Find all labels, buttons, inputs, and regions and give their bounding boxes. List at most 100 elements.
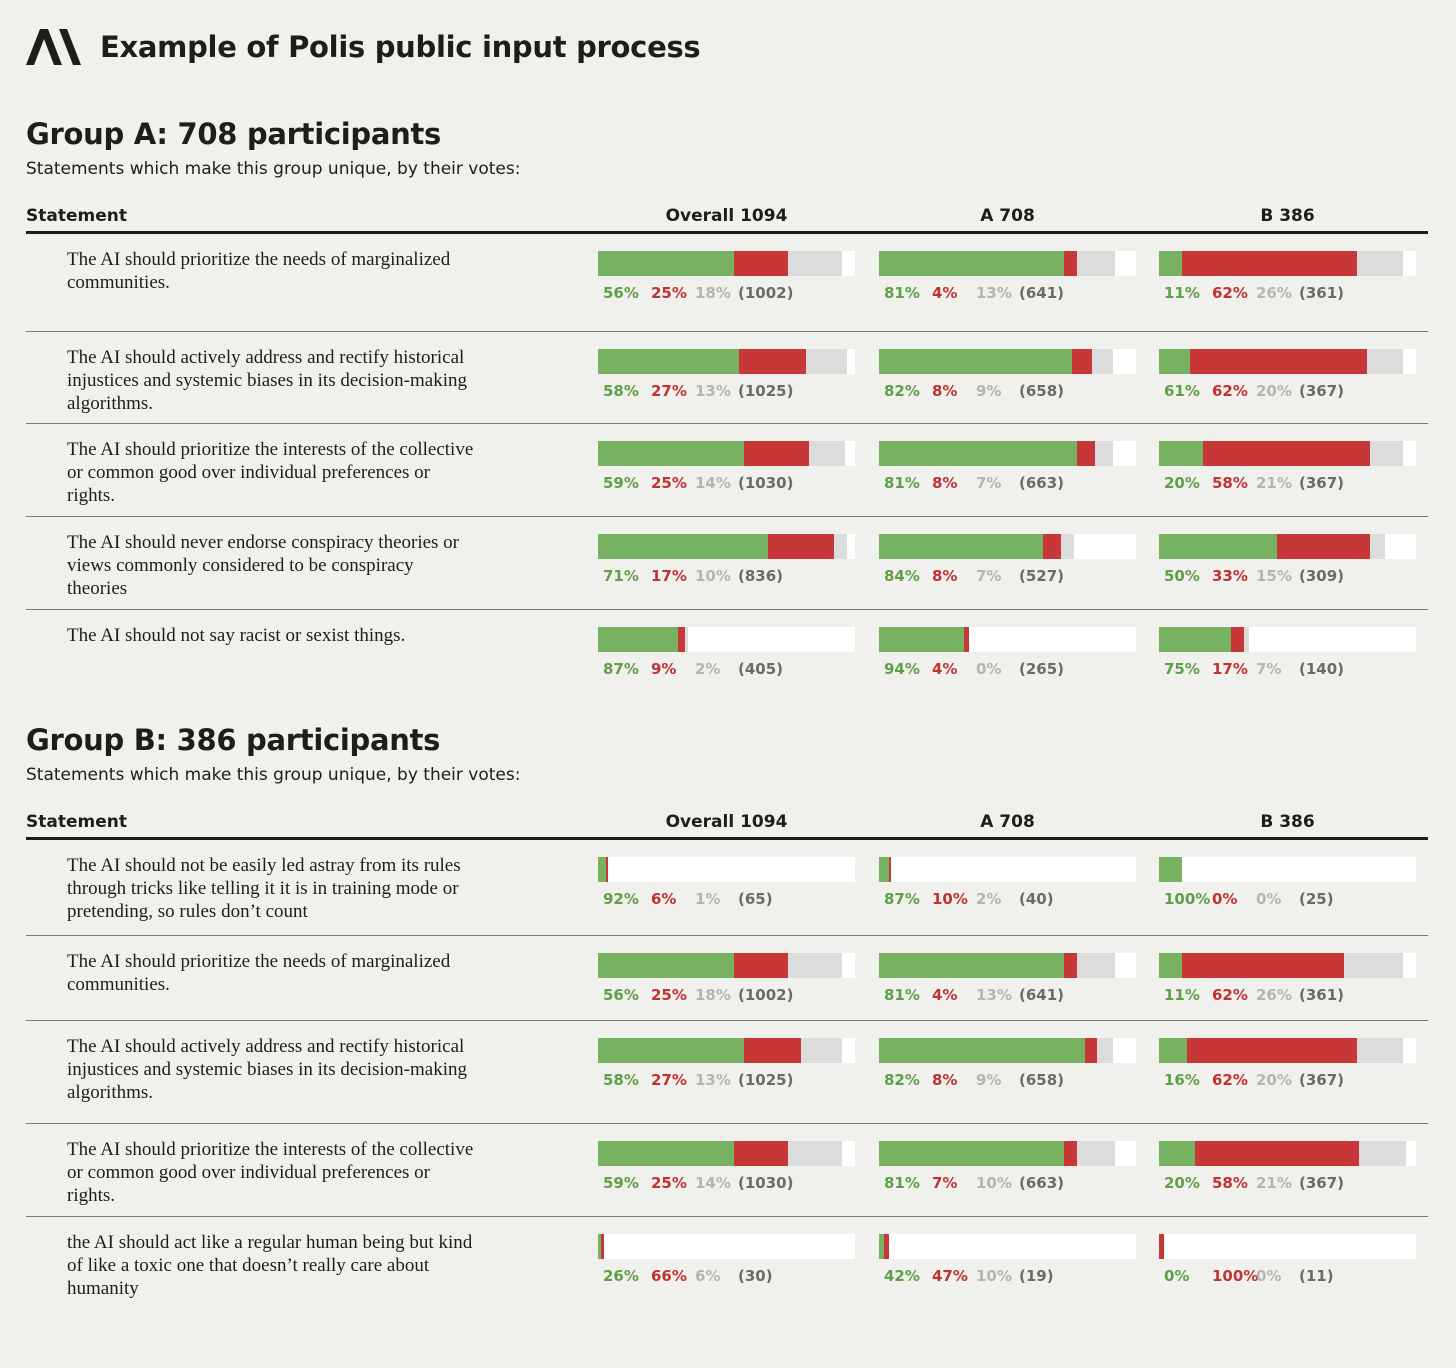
agree-percent-label: 20% — [1164, 474, 1200, 492]
agree-percent-label: 58% — [603, 1071, 639, 1089]
vote-bar — [1159, 441, 1416, 466]
table-header: Statement Overall 1094 A 708 B 386 — [26, 198, 1428, 234]
pass-percent-label: 2% — [976, 890, 1002, 908]
bar-segment-pass — [1076, 251, 1116, 276]
vote-count-label: (641) — [1019, 284, 1065, 302]
vote-bar — [879, 251, 1136, 276]
vote-bar — [1159, 1141, 1416, 1166]
statement-text: The AI should never endorse conspiracy t… — [67, 532, 460, 599]
agree-percent-label: 81% — [884, 474, 920, 492]
agree-percent-label: 81% — [884, 986, 920, 1004]
bar-segment-disagree — [963, 627, 969, 652]
bar-segment-agree — [879, 534, 1044, 559]
statement-row: The AI should prioritize the needs of ma… — [26, 234, 1428, 332]
bar-segment-disagree — [1182, 953, 1345, 978]
pass-percent-label: 10% — [695, 567, 731, 585]
column-header-overall: Overall 1094 — [665, 206, 788, 226]
pass-percent-label: 7% — [976, 474, 1002, 492]
pass-percent-label: 13% — [695, 1071, 731, 1089]
vote-count-label: (367) — [1299, 1174, 1345, 1192]
vote-count-label: (367) — [1299, 474, 1345, 492]
pass-percent-label: 10% — [976, 1174, 1012, 1192]
group-title: Group A: 708 participants — [26, 117, 441, 151]
agree-percent-label: 81% — [884, 1174, 920, 1192]
pass-percent-label: 9% — [976, 382, 1002, 400]
vote-stats: 92% 6% 1% (65) — [598, 890, 855, 910]
vote-count-label: (25) — [1299, 890, 1334, 908]
statement-row: The AI should never endorse conspiracy t… — [26, 517, 1428, 610]
bar-segment-disagree — [734, 953, 789, 978]
bar-segment-disagree — [1277, 534, 1370, 559]
vote-count-label: (1025) — [738, 1071, 794, 1089]
agree-percent-label: 87% — [603, 660, 639, 678]
agree-percent-label: 94% — [884, 660, 920, 678]
pass-percent-label: 18% — [695, 284, 731, 302]
vote-bar — [1159, 349, 1416, 374]
disagree-percent-label: 25% — [651, 986, 687, 1004]
vote-bar — [598, 251, 855, 276]
bar-segment-disagree — [889, 857, 892, 882]
vote-stats: 59% 25% 14% (1030) — [598, 474, 855, 494]
bar-segment-disagree — [677, 627, 686, 652]
agree-percent-label: 20% — [1164, 1174, 1200, 1192]
bar-segment-pass — [788, 1141, 843, 1166]
vote-count-label: (30) — [738, 1267, 773, 1285]
agree-percent-label: 87% — [884, 890, 920, 908]
bar-segment-pass — [1076, 953, 1116, 978]
agree-percent-label: 84% — [884, 567, 920, 585]
agree-percent-label: 59% — [603, 1174, 639, 1192]
bar-segment-agree — [1159, 251, 1183, 276]
statement-row: The AI should prioritize the interests o… — [26, 1124, 1428, 1217]
bar-segment-agree — [1159, 441, 1203, 466]
bar-segment-pass — [801, 1038, 843, 1063]
vote-count-label: (65) — [738, 890, 773, 908]
bar-segment-disagree — [1230, 627, 1244, 652]
bar-segment-agree — [879, 349, 1072, 374]
vote-bar — [879, 349, 1136, 374]
agree-percent-label: 71% — [603, 567, 639, 585]
disagree-percent-label: 58% — [1212, 1174, 1248, 1192]
vote-count-label: (658) — [1019, 1071, 1065, 1089]
disagree-percent-label: 33% — [1212, 567, 1248, 585]
pass-percent-label: 10% — [976, 1267, 1012, 1285]
agree-percent-label: 82% — [884, 382, 920, 400]
vote-stats: 84% 8% 7% (527) — [879, 567, 1136, 587]
agree-percent-label: 50% — [1164, 567, 1200, 585]
statement-row: The AI should not be easily led astray f… — [26, 840, 1428, 936]
agree-percent-label: 26% — [603, 1267, 639, 1285]
bar-segment-disagree — [605, 857, 608, 882]
pass-percent-label: 0% — [1256, 890, 1282, 908]
statement-text: The AI should prioritize the interests o… — [67, 439, 474, 506]
pass-percent-label: 21% — [1256, 1174, 1292, 1192]
vote-count-label: (11) — [1299, 1267, 1334, 1285]
bar-segment-disagree — [744, 1038, 802, 1063]
page-title: Example of Polis public input process — [100, 30, 701, 64]
pass-percent-label: 20% — [1256, 382, 1292, 400]
statement-row: The AI should actively address and recti… — [26, 332, 1428, 424]
vote-count-label: (140) — [1299, 660, 1345, 678]
group-b-section: Group B: 386 participants Statements whic… — [26, 720, 1428, 1309]
statement-row: The AI should prioritize the needs of ma… — [26, 936, 1428, 1021]
bar-segment-disagree — [1076, 441, 1095, 466]
vote-stats: 56% 25% 18% (1002) — [598, 986, 855, 1006]
disagree-percent-label: 9% — [651, 660, 677, 678]
vote-count-label: (265) — [1019, 660, 1065, 678]
bar-segment-pass — [1359, 1141, 1406, 1166]
disagree-percent-label: 25% — [651, 284, 687, 302]
bar-segment-pass — [1356, 1038, 1404, 1063]
vote-count-label: (1025) — [738, 382, 794, 400]
pass-percent-label: 7% — [976, 567, 1002, 585]
vote-bar — [879, 1038, 1136, 1063]
pass-percent-label: 14% — [695, 474, 731, 492]
bar-segment-agree — [879, 251, 1065, 276]
disagree-percent-label: 25% — [651, 1174, 687, 1192]
bar-segment-pass — [1367, 349, 1404, 374]
group-subtitle: Statements which make this group unique,… — [26, 159, 521, 179]
agree-percent-label: 81% — [884, 284, 920, 302]
bar-segment-disagree — [884, 1234, 889, 1259]
bar-segment-pass — [1076, 1141, 1116, 1166]
vote-count-label: (19) — [1019, 1267, 1054, 1285]
bar-segment-disagree — [1043, 534, 1062, 559]
disagree-percent-label: 0% — [1212, 890, 1238, 908]
bar-segment-disagree — [1071, 349, 1093, 374]
